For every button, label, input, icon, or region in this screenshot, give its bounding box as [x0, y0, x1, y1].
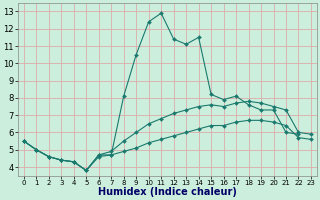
X-axis label: Humidex (Indice chaleur): Humidex (Indice chaleur) — [98, 187, 237, 197]
